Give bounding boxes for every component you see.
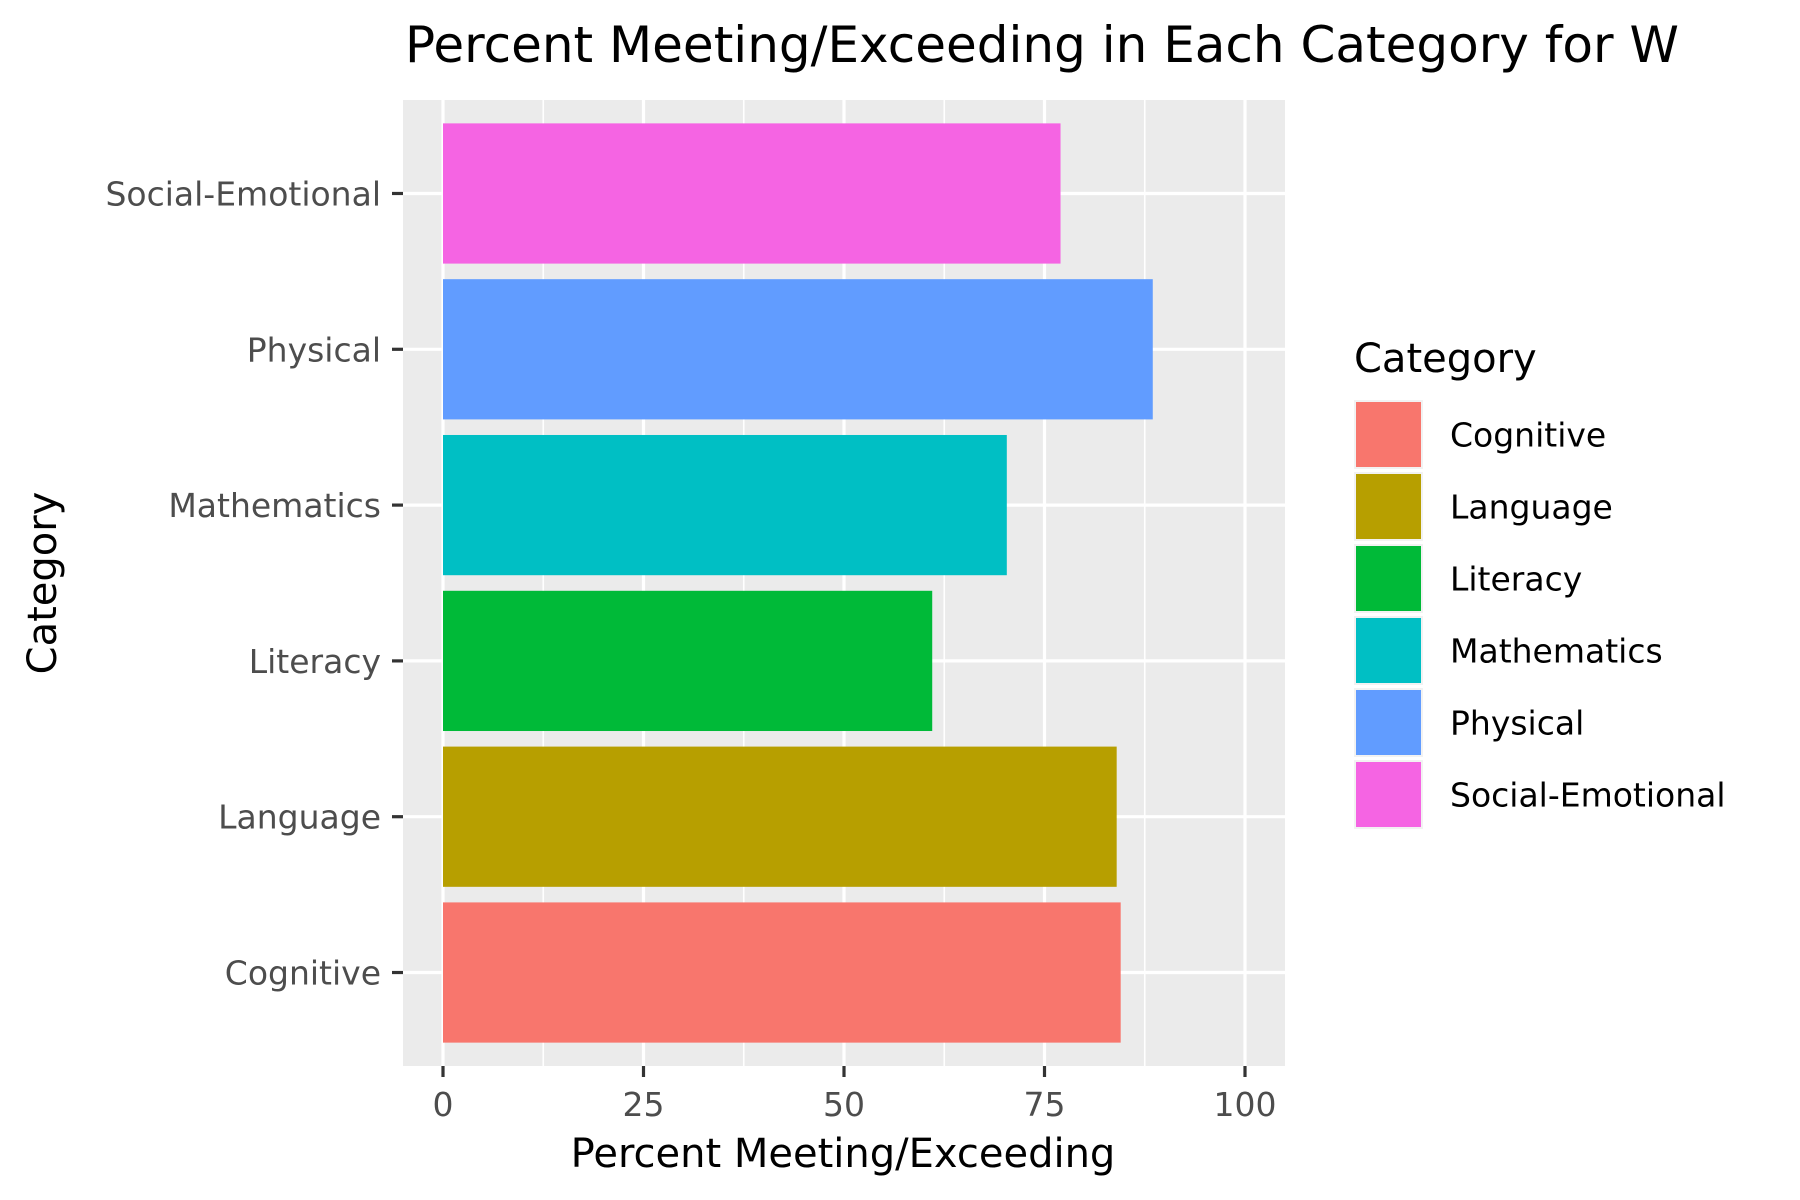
bar-physical: [443, 279, 1153, 420]
bar-social-emotional: [443, 123, 1061, 264]
legend-swatch-mathematics: [1356, 618, 1421, 683]
legend-label: Social-Emotional: [1450, 776, 1726, 815]
legend: Category Cognitive Language Literacy Mathem…: [1354, 336, 1726, 829]
legend-swatch-social-emotional: [1356, 762, 1421, 827]
y-tick-label: Physical: [247, 330, 381, 369]
y-tick-label: Social-Emotional: [105, 174, 381, 213]
legend-swatch-cognitive: [1356, 402, 1421, 467]
bar-literacy: [443, 590, 933, 732]
y-axis: Cognitive Language Literacy Mathematics Phys…: [105, 174, 403, 993]
y-axis-title: Category: [20, 492, 66, 675]
x-tick-label: 75: [1024, 1085, 1066, 1124]
x-axis: 0 25 50 75 100: [433, 1066, 1277, 1124]
legend-label: Cognitive: [1450, 416, 1606, 455]
y-tick-label: Cognitive: [225, 954, 381, 993]
bar-mathematics: [443, 434, 1007, 576]
legend-swatch-literacy: [1356, 546, 1421, 611]
bar-cognitive: [443, 902, 1121, 1043]
x-tick-label: 25: [623, 1085, 665, 1124]
bars-group: [443, 123, 1153, 1043]
legend-label: Mathematics: [1450, 632, 1663, 671]
legend-title: Category: [1354, 336, 1537, 382]
legend-label: Language: [1450, 488, 1613, 527]
y-tick-label: Literacy: [249, 642, 381, 681]
x-tick-label: 50: [823, 1085, 865, 1124]
chart-title: Percent Meeting/Exceeding in Each Catego…: [405, 16, 1679, 74]
legend-swatch-language: [1356, 474, 1421, 539]
x-axis-title: Percent Meeting/Exceeding: [571, 1131, 1116, 1177]
y-tick-label: Mathematics: [168, 486, 381, 525]
bar-language: [443, 746, 1117, 887]
y-tick-label: Language: [218, 798, 381, 837]
x-tick-label: 0: [433, 1085, 454, 1124]
legend-swatch-physical: [1356, 690, 1421, 755]
legend-label: Physical: [1450, 704, 1584, 743]
x-tick-label: 100: [1214, 1085, 1277, 1124]
legend-label: Literacy: [1450, 560, 1582, 599]
